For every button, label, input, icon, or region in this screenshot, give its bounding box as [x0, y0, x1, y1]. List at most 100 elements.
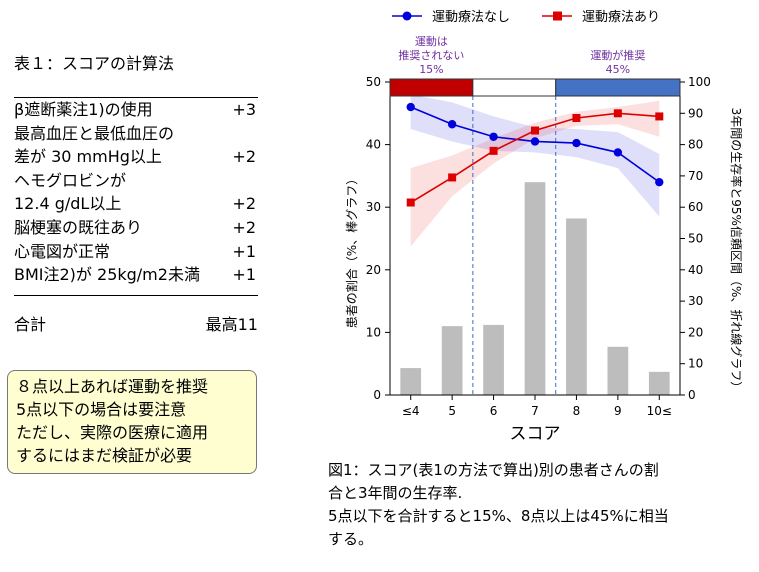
score-row: BMI注2)が 25kg/m2未満 +1: [14, 263, 258, 287]
x-tick-label-3: 7: [531, 404, 539, 418]
point-1-2: [489, 146, 498, 155]
score-criterion: ヘモグロビンが: [14, 170, 127, 190]
score-row: 12.4 g/dL以上 +2: [14, 192, 258, 216]
bar-6: [648, 371, 670, 395]
score-criterion: 脳梗塞の既往あり: [14, 217, 143, 237]
score-points: +2: [232, 217, 256, 237]
legend-label-1: 運動療法あり: [582, 10, 660, 25]
y-tick-label-5: 50: [366, 75, 381, 89]
caption-line: 5点以下を合計すると15%、8点以上は45%に相当: [328, 507, 669, 525]
y-tick-label-2: 20: [366, 263, 381, 277]
legend-marker-1: [553, 11, 562, 21]
survival-chart: 0 10 20 30 40 50 0 10 20 30 40 50 60 70 80 90 100 ≤4 5 6 7 8 9…: [344, 10, 744, 444]
point-1-1: [448, 173, 457, 182]
score-points: [256, 169, 258, 193]
bar-3: [524, 182, 546, 395]
y2-tick-label-7: 70: [688, 169, 703, 183]
caption-line: する。: [328, 530, 374, 548]
caption-line: 図1：スコア(表1の方法で算出)別の患者さんの割: [328, 461, 659, 479]
score-criterion: 最高血圧と最低血圧の: [14, 123, 175, 143]
x-tick-label-4: 8: [573, 404, 581, 418]
recommendation-note: ８点以上あれば運動を推奨 5点以下の場合は要注意 ただし、実際の医療に適用 する…: [7, 370, 257, 474]
score-criterion: 差が 30 mmHg以上: [14, 147, 162, 167]
zone-bar-2: [555, 78, 681, 97]
zone-bar-1: [472, 78, 557, 97]
bar-0: [400, 368, 422, 395]
total-row: 合計 最高11: [14, 311, 258, 335]
y2-tick-label-5: 50: [688, 232, 703, 246]
legend: 運動療法なし 運動療法あり: [392, 10, 660, 25]
score-row: 心電図が正常 +1: [14, 240, 258, 264]
zone-label-0-1: 推奨されない: [398, 48, 464, 62]
x-tick-label-0: ≤4: [402, 404, 420, 418]
note-line: 5点以下の場合は要注意: [16, 400, 187, 419]
table-title: 表１：スコアの計算法: [14, 54, 175, 73]
y-tick-label-3: 30: [366, 200, 381, 214]
table-separator: [14, 295, 258, 296]
bar-2: [483, 324, 504, 395]
bar-5: [607, 346, 629, 395]
note-line: ただし、実際の医療に適用: [16, 423, 209, 442]
point-0-5: [613, 148, 623, 157]
score-points: +1: [232, 265, 256, 285]
zone-label-0-0: 運動は: [415, 34, 448, 48]
zone-label-0-2: 15%: [419, 63, 443, 76]
point-0-0: [406, 102, 415, 112]
y2-tick-label-9: 90: [688, 106, 703, 120]
point-1-0: [406, 198, 415, 207]
y-axis-label: 患者の割合（%、棒グラフ）: [344, 173, 359, 328]
score-points: +2: [232, 147, 256, 167]
score-points: +3: [232, 100, 256, 119]
x-tick-label-2: 6: [490, 404, 498, 418]
y2-tick-label-3: 30: [688, 294, 703, 308]
point-0-4: [572, 138, 581, 148]
legend-marker-0: [402, 11, 412, 21]
y2-tick-label-2: 20: [688, 325, 703, 339]
score-table: β遮断薬注1)の使用 +3 最高血圧と最低血圧の 差が 30 mmHg以上 +2 ヘモグロ…: [14, 97, 258, 334]
y-tick-label-4: 40: [366, 138, 381, 152]
y2-axis-label: 3年間の生存率と95%信頼区間（%、折れ線グラフ）: [729, 108, 744, 394]
zone-label-2-0: 運動が推奨: [590, 48, 645, 62]
point-0-3: [530, 137, 540, 146]
score-criterion: BMI注2)が 25kg/m2未満: [14, 265, 200, 285]
score-points: [256, 122, 258, 146]
point-0-6: [655, 177, 664, 187]
score-row: β遮断薬注1)の使用 +3: [14, 98, 258, 122]
x-tick-label-1: 5: [448, 404, 456, 418]
note-line: ８点以上あれば運動を推奨: [16, 377, 209, 396]
score-row: ヘモグロビンが: [14, 169, 258, 193]
total-value: 最高11: [205, 315, 258, 334]
note-line: するにはまだ検証が必要: [16, 446, 193, 465]
point-0-2: [489, 132, 498, 141]
y2-tick-label-4: 40: [688, 263, 703, 277]
bar-1: [441, 326, 463, 395]
point-1-3: [531, 126, 539, 135]
score-criterion: 12.4 g/dL以上: [14, 194, 122, 214]
y2-tick-label-6: 60: [688, 200, 703, 214]
point-1-6: [655, 112, 664, 121]
x-axis-label: スコア: [510, 424, 561, 444]
zone-label-2-1: 45%: [606, 63, 630, 76]
y2-tick-label-0: 0: [688, 388, 696, 402]
point-0-1: [447, 120, 457, 129]
y2-tick-label-10: 100: [688, 75, 711, 89]
y-tick-label-1: 10: [366, 325, 381, 339]
zone-bar-0: [389, 78, 474, 97]
y2-tick-label-1: 10: [688, 357, 703, 371]
point-1-4: [572, 113, 581, 122]
x-tick-label-5: 9: [614, 404, 622, 418]
caption-line: 合と3年間の生存率.: [328, 484, 463, 502]
bar-4: [566, 218, 587, 395]
score-points: +2: [232, 194, 256, 214]
y2-tick-label-8: 80: [688, 138, 703, 152]
score-points: +1: [232, 241, 256, 261]
score-row: 差が 30 mmHg以上 +2: [14, 145, 258, 169]
score-row: 脳梗塞の既往あり +2: [14, 216, 258, 240]
x-tick-label-6: 10≤: [647, 404, 672, 418]
score-row: 最高血圧と最低血圧の: [14, 122, 258, 146]
figure-caption: 図1：スコア(表1の方法で算出)別の患者さんの割 合と3年間の生存率. 5点以下…: [328, 459, 748, 551]
total-label: 合計: [14, 315, 47, 334]
score-criterion: 心電図が正常: [14, 241, 111, 261]
score-criterion: β遮断薬注1)の使用: [14, 100, 153, 119]
point-1-5: [613, 109, 622, 118]
